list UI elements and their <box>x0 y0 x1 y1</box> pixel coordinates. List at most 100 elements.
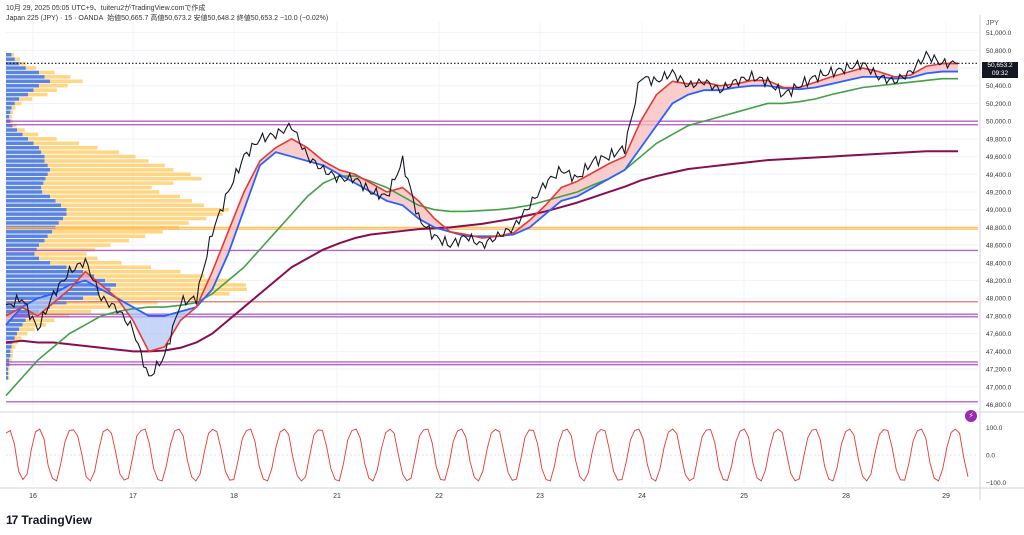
vp-bar-up <box>8 376 9 380</box>
y-tick-label: 47,400.0 <box>986 349 1012 356</box>
vp-bar-up <box>111 288 248 292</box>
currency-label: JPY <box>986 20 999 27</box>
y-tick-label: 48,800.0 <box>986 225 1012 232</box>
x-tick-label: 21 <box>333 493 341 500</box>
x-tick-label: 24 <box>638 493 646 500</box>
x-tick-label: 22 <box>435 493 443 500</box>
y-tick-label: 48,400.0 <box>986 260 1012 267</box>
vp-bar-up <box>45 75 71 79</box>
cloud-segment <box>942 64 958 72</box>
vp-bar-up <box>8 372 9 376</box>
y-tick-label: 50,000.0 <box>986 119 1012 126</box>
vp-bar-down <box>6 367 8 371</box>
vp-bar-down <box>6 181 43 185</box>
vp-bar-up <box>10 350 13 354</box>
vp-bar-up <box>56 199 193 203</box>
vp-bar-up <box>50 168 174 172</box>
vp-bar-up <box>34 88 57 92</box>
vp-bar-up <box>17 128 25 132</box>
vp-bar-down <box>6 186 41 190</box>
vp-bar-down <box>6 239 45 243</box>
vp-bar-up <box>15 102 21 106</box>
vp-bar-up <box>34 142 80 146</box>
vp-bar-up <box>17 332 27 336</box>
vp-bar-up <box>8 367 9 371</box>
vp-bar-up <box>48 173 191 177</box>
vp-bar-up <box>67 208 230 212</box>
cloud-segment <box>149 316 165 351</box>
x-tick-label: 25 <box>740 493 748 500</box>
y-tick-label: 47,800.0 <box>986 313 1012 320</box>
oscillator-pane <box>6 429 978 481</box>
y-tick-label: 49,000.0 <box>986 207 1012 214</box>
vp-bar-up <box>46 177 202 181</box>
time-axis[interactable]: 16 17 18 21 22 23 24 25 28 29 <box>29 493 950 500</box>
last-price-tag: 50,653.2 09:32 <box>982 62 1018 78</box>
vp-bar-down <box>6 261 50 265</box>
vp-bar-down <box>6 345 12 349</box>
vp-bar-down <box>6 146 39 150</box>
y-tick-label: 49,800.0 <box>986 136 1012 143</box>
vp-bar-down <box>6 372 8 376</box>
vp-bar-up <box>45 159 149 163</box>
y-tick-label: 50,200.0 <box>986 101 1012 108</box>
vp-bar-down <box>6 142 34 146</box>
vp-bar-down <box>6 80 50 84</box>
vp-bar-down <box>6 150 41 154</box>
vp-bar-down <box>6 327 19 331</box>
vp-bar-down <box>6 168 50 172</box>
vp-bar-down <box>6 115 9 119</box>
bolt-icon[interactable]: ⚡ <box>965 410 977 422</box>
vp-bar-down <box>6 57 15 61</box>
vp-bar-down <box>6 84 39 88</box>
grid <box>0 15 1024 500</box>
vp-bar-up <box>10 111 13 115</box>
vp-bar-down <box>6 133 23 137</box>
vp-bar-up <box>39 84 68 88</box>
vp-bar-down <box>6 212 67 216</box>
vp-bar-up <box>39 243 111 247</box>
vp-bar-down <box>6 230 52 234</box>
vp-bar-down <box>6 106 12 110</box>
vp-bar-down <box>6 257 39 261</box>
vp-bar-down <box>6 208 67 212</box>
vp-bar-up <box>12 345 16 349</box>
cloud-segment <box>641 95 657 148</box>
vp-bar-up <box>12 106 16 110</box>
y-tick-label: 49,400.0 <box>986 172 1012 179</box>
x-tick-label: 16 <box>29 493 37 500</box>
countdown-timer: 09:32 <box>982 70 1018 78</box>
oscillator-axis[interactable]: 100.0 0.0 −100.0 <box>986 425 1006 487</box>
vp-bar-up <box>12 53 15 57</box>
vp-bar-up <box>39 257 98 261</box>
vp-bar-down <box>6 265 67 269</box>
x-tick-label: 29 <box>942 493 950 500</box>
vp-bar-up <box>41 186 152 190</box>
vp-bar-up <box>59 221 189 225</box>
vp-bar-down <box>6 354 10 358</box>
vp-bar-down <box>6 66 26 70</box>
vp-bar-down <box>6 336 15 340</box>
price-axis[interactable]: 51,000.050,800.050,600.050,400.050,200.0… <box>986 30 1012 409</box>
tradingview-logo[interactable]: 17 TradingView <box>6 513 92 527</box>
y-tick-label: 48,200.0 <box>986 278 1012 285</box>
vp-bar-up <box>45 239 130 243</box>
vp-bar-up <box>50 80 83 84</box>
vp-bar-up <box>61 203 204 207</box>
vp-bar-down <box>6 71 39 75</box>
y-tick-label: 48,000.0 <box>986 296 1012 303</box>
x-tick-label: 28 <box>842 493 850 500</box>
vp-bar-down <box>6 159 45 163</box>
volume-profile <box>6 53 247 380</box>
vp-bar-up <box>83 270 181 274</box>
vp-bar-down <box>6 350 10 354</box>
cloud-segment <box>672 81 688 103</box>
vp-bar-up <box>67 265 152 269</box>
vp-bar-down <box>6 97 19 101</box>
vp-bar-up <box>42 190 159 194</box>
vp-bar-down <box>6 323 23 327</box>
vp-bar-down <box>6 177 46 181</box>
vp-bar-up <box>23 323 46 327</box>
vp-bar-down <box>6 164 48 168</box>
